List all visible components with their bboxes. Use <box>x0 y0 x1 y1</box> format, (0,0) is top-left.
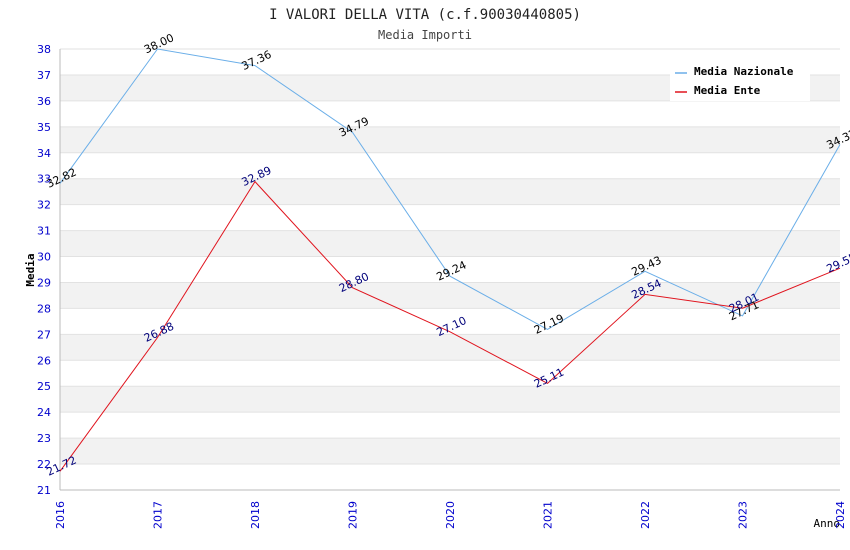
series-line-media-ente <box>59 180 841 472</box>
y-tick-label: 30 <box>37 251 51 264</box>
grid-band <box>60 334 840 361</box>
y-tick-label: 31 <box>37 225 51 238</box>
grid-band <box>60 126 840 153</box>
grid-lines <box>60 48 840 465</box>
y-axis-label: Media <box>24 253 37 286</box>
legend-box <box>670 61 810 101</box>
y-tick-label: 23 <box>37 432 51 445</box>
x-tick-label: 2024 <box>834 501 847 529</box>
y-tick-label: 25 <box>37 380 51 393</box>
y-tick-label: 36 <box>37 95 51 108</box>
y-tick-label: 21 <box>37 484 51 497</box>
legend-label-media-nazionale: Media Nazionale <box>694 65 794 78</box>
y-tick-label: 37 <box>37 69 51 82</box>
x-tick-label: 2023 <box>737 501 750 529</box>
y-tick-label: 35 <box>37 121 51 134</box>
y-tick-label: 38 <box>37 43 51 56</box>
grid-band <box>60 230 840 257</box>
y-tick-label: 24 <box>37 406 51 419</box>
y-tick-label: 34 <box>37 147 51 160</box>
x-tick-label: 2022 <box>639 501 652 529</box>
grid-band <box>60 438 840 465</box>
series-line-media-nazionale <box>59 48 841 330</box>
legend-label-media-ente: Media Ente <box>694 84 761 97</box>
x-axis-label: Anno <box>814 517 841 530</box>
chart-title: I VALORI DELLA VITA (c.f.90030440805) <box>269 7 581 23</box>
y-tick-label: 29 <box>37 276 51 289</box>
y-tick-label: 27 <box>37 328 51 341</box>
grid-band <box>60 282 840 309</box>
x-tick-label: 2020 <box>444 501 457 529</box>
y-tick-label: 26 <box>37 354 51 367</box>
x-tick-label: 2021 <box>542 501 555 529</box>
x-tick-label: 2019 <box>347 501 360 529</box>
y-tick-label: 22 <box>37 458 51 471</box>
series-lines <box>59 48 841 472</box>
x-tick-label: 2018 <box>249 501 262 529</box>
x-tick-label: 2017 <box>152 501 165 529</box>
x-tick-label: 2016 <box>54 501 67 529</box>
chart-subtitle: Media Importi <box>378 28 472 42</box>
y-tick-label: 33 <box>37 173 51 186</box>
x-axis-ticks: 2016 2017 2018 2019 2020 2021 2022 2023 2024 <box>54 501 847 529</box>
y-axis-ticks: 21 22 23 24 25 26 27 28 29 30 31 32 33 34 35 36 37 38 <box>37 43 51 497</box>
grid-bands <box>60 74 840 465</box>
y-tick-label: 32 <box>37 199 51 212</box>
grid-band <box>60 386 840 413</box>
y-tick-label: 28 <box>37 302 51 315</box>
grid-band <box>60 178 840 205</box>
legend: Media Nazionale Media Ente <box>670 61 810 101</box>
